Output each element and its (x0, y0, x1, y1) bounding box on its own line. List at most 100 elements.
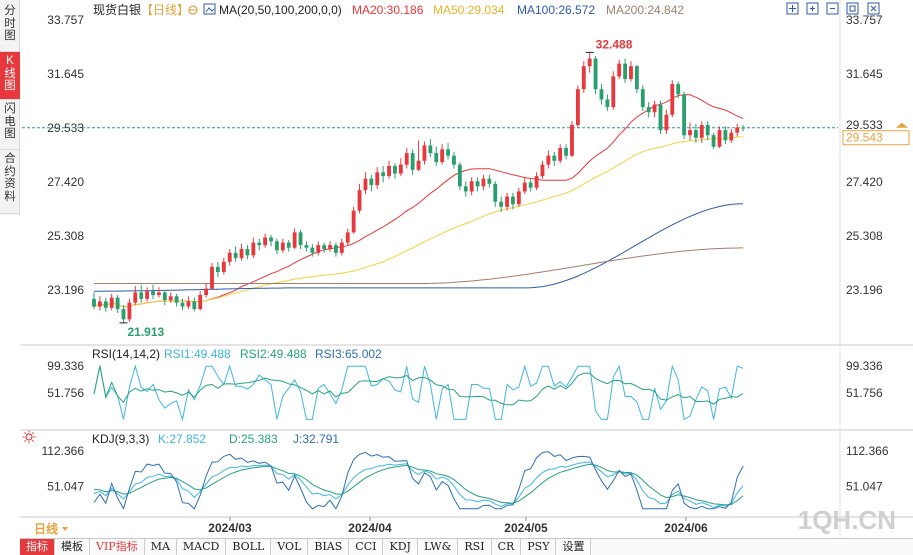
watermark: 1QH.CN (798, 505, 896, 535)
indicator-toolbar: 指标 模板 VIP指标 MA MACD BOLL VOL BIAS CCI KDJ LW& RSI CR… (20, 538, 913, 555)
ma100-value: MA100:26.572 (517, 3, 595, 17)
candle (658, 100, 663, 134)
candle (97, 296, 102, 311)
candle (257, 238, 262, 251)
candle (174, 293, 179, 307)
candle (416, 140, 421, 172)
indicator-tab-7[interactable]: BIAS (308, 539, 350, 555)
rsi-title: RSI(14,14,2) (92, 347, 160, 361)
candle (233, 246, 238, 262)
indicator-tab-1[interactable]: 模板 (55, 539, 90, 555)
candle (581, 61, 586, 94)
candle (499, 196, 504, 212)
kdj-j-value: J:32.791 (293, 432, 339, 446)
left-price-tick: 27.420 (47, 175, 84, 189)
candle (328, 241, 332, 252)
kdj-settings-icon[interactable] (22, 430, 36, 444)
candle (534, 172, 539, 191)
sidebar-tab-3[interactable]: 合约资料 (0, 150, 20, 214)
zoom-in-icon[interactable] (806, 2, 819, 15)
candle (516, 187, 521, 207)
indicator-tab-0[interactable]: 指标 (20, 539, 55, 555)
candle (145, 287, 150, 302)
indicator-tab-6[interactable]: VOL (271, 539, 309, 555)
candle (286, 240, 291, 252)
candle (398, 158, 403, 177)
candle (310, 243, 315, 257)
ma100-line (94, 203, 744, 292)
left-price-tick: 33.757 (47, 13, 84, 27)
indicator-tab-10[interactable]: LW& (418, 539, 459, 555)
settings-gear-icon[interactable] (188, 5, 198, 15)
rsi-left-tick: 99.336 (47, 359, 84, 373)
indicator-tab-13[interactable]: PSY (521, 539, 557, 555)
candle (198, 291, 203, 311)
candle (699, 121, 704, 143)
x-tick-label: 2024/06 (664, 521, 708, 535)
candle (505, 192, 509, 211)
candle (564, 144, 568, 160)
candle (717, 126, 722, 149)
candle (168, 292, 173, 303)
candle (227, 248, 232, 266)
candle (493, 181, 498, 207)
instrument-name: 现货白银 (93, 2, 141, 17)
kline-chart: 现货白银 【日线】 MA(20,50,100,200,0,0) MA20:30.186… (20, 0, 913, 537)
candle (245, 245, 250, 260)
indicator-tab-2[interactable]: VIP指标 (90, 539, 145, 555)
candle (363, 172, 368, 195)
ma50-line (93, 136, 744, 308)
indicator-tab-5[interactable]: BOLL (226, 539, 272, 555)
indicator-image-icon[interactable] (203, 3, 216, 15)
candle (127, 298, 132, 322)
restore-icon[interactable] (846, 2, 859, 15)
candle (540, 160, 545, 179)
left-price-tick: 31.645 (47, 67, 84, 81)
period-dropdown-icon[interactable] (62, 527, 68, 531)
candle (351, 206, 356, 234)
indicator-tab-14[interactable]: 设置 (556, 539, 592, 555)
indicator-tab-3[interactable]: MA (145, 539, 177, 555)
ma50-value: MA50:29.034 (433, 3, 505, 17)
close-icon[interactable] (867, 2, 880, 15)
candle (434, 146, 439, 166)
price-marker-icon (896, 122, 908, 128)
rsi-right-tick: 99.336 (846, 359, 883, 373)
ma200-line (94, 247, 744, 284)
right-price-tick: 25.308 (846, 229, 883, 243)
right-price-tick: 29.533 (846, 118, 883, 132)
candle (676, 81, 681, 99)
candle (711, 132, 716, 150)
candle (741, 124, 746, 132)
ma200-value: MA200:24.842 (606, 3, 684, 17)
candle (664, 109, 669, 134)
indicator-tab-9[interactable]: KDJ (383, 539, 418, 555)
rsi2-value: RSI2:49.488 (240, 347, 307, 361)
zoom-out-icon[interactable] (826, 2, 839, 15)
indicator-tab-8[interactable]: CCI (349, 539, 384, 555)
left-price-tick: 23.196 (47, 283, 84, 297)
sidebar-tab-2[interactable]: 闪电图 (0, 100, 20, 150)
candle (221, 257, 226, 275)
candle (269, 234, 273, 247)
candle (682, 91, 687, 140)
kdj-k-line (93, 461, 744, 509)
candle (133, 286, 138, 306)
high-price-label: 32.488 (596, 37, 633, 51)
sidebar-tab-0[interactable]: 分时图 (0, 2, 20, 52)
candle (375, 167, 380, 189)
candle (345, 228, 350, 246)
right-price-tick: 27.420 (846, 175, 883, 189)
current-price-tag (842, 130, 910, 146)
candle (593, 55, 598, 95)
current-price-value: 29.543 (846, 131, 883, 145)
candle (156, 287, 161, 298)
candle (469, 177, 474, 196)
kdj-j-line (93, 451, 744, 510)
indicator-tab-12[interactable]: CR (492, 539, 522, 555)
indicator-tab-11[interactable]: RSI (458, 539, 492, 555)
indicator-tab-4[interactable]: MACD (177, 539, 227, 555)
candle (634, 64, 639, 94)
move-icon[interactable] (786, 2, 799, 15)
